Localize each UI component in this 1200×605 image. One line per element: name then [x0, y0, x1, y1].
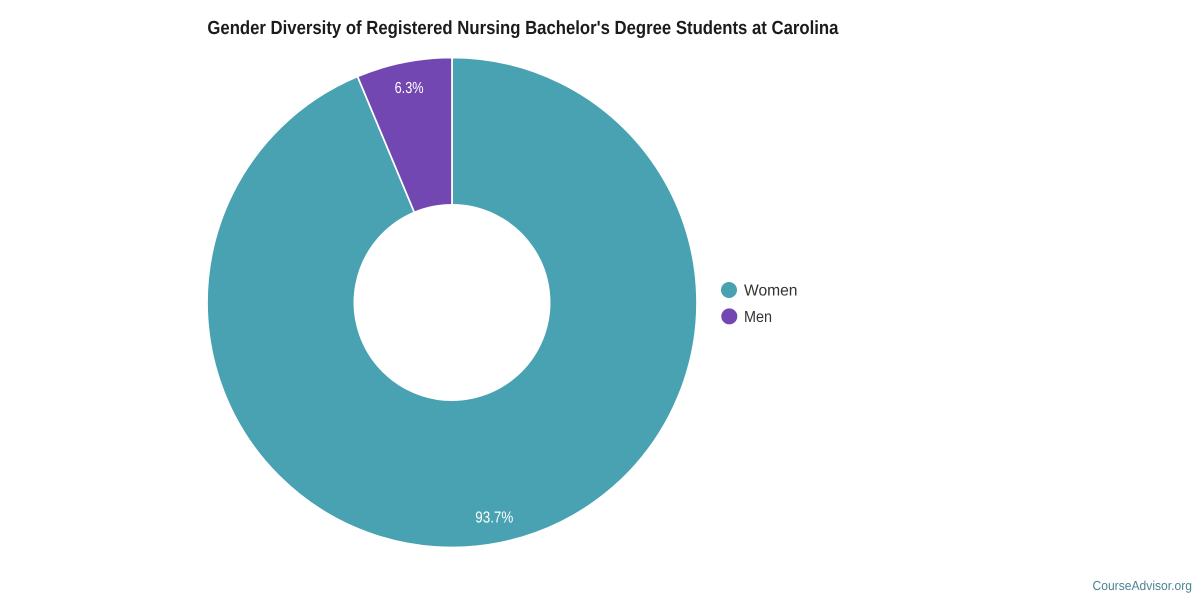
- svg-text:Men: Men: [744, 309, 772, 326]
- svg-text:CourseAdvisor.org: CourseAdvisor.org: [1093, 578, 1193, 593]
- svg-text:Gender Diversity of Registered: Gender Diversity of Registered Nursing B…: [207, 18, 838, 39]
- svg-text:6.3%: 6.3%: [395, 80, 424, 97]
- svg-text:93.7%: 93.7%: [475, 509, 513, 526]
- svg-text:Women: Women: [744, 283, 798, 300]
